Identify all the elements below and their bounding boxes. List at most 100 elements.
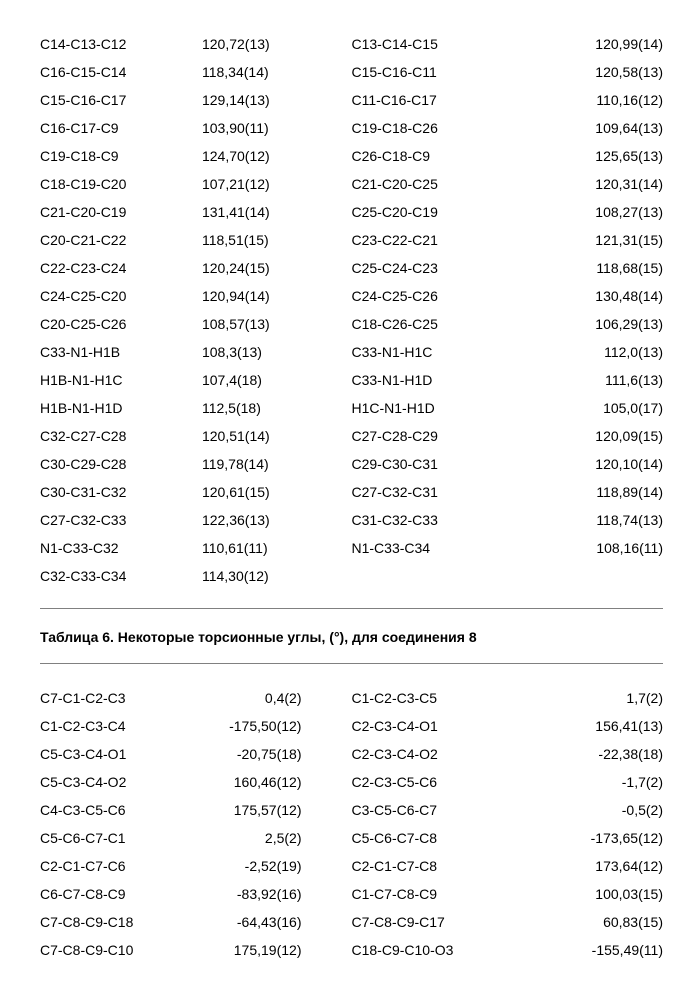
cell: C2-C3-C4-O1 xyxy=(351,712,513,740)
cell: 107,4(18) xyxy=(202,366,352,394)
cell: C6-C7-C8-C9 xyxy=(40,880,202,908)
table-row: C16-C17-C9103,90(11)C19-C18-C26109,64(13… xyxy=(40,114,663,142)
cell: -1,7(2) xyxy=(513,768,663,796)
cell: C11-C16-C17 xyxy=(351,86,513,114)
cell: 0,4(2) xyxy=(202,684,352,712)
cell: C31-C32-C33 xyxy=(351,506,513,534)
cell: C16-C15-C14 xyxy=(40,58,202,86)
table-row: C5-C6-C7-C12,5(2)C5-C6-C7-C8-173,65(12) xyxy=(40,824,663,852)
cell: 130,48(14) xyxy=(513,282,663,310)
table-row: C4-C3-C5-C6175,57(12)C3-C5-C6-C7-0,5(2) xyxy=(40,796,663,824)
cell: C30-C31-C32 xyxy=(40,478,202,506)
table-row: H1B-N1-H1D112,5(18)H1C-N1-H1D105,0(17) xyxy=(40,394,663,422)
cell: C5-C6-C7-C8 xyxy=(351,824,513,852)
cell xyxy=(351,562,513,590)
cell: 110,61(11) xyxy=(202,534,352,562)
cell: N1-C33-C32 xyxy=(40,534,202,562)
cell: 120,61(15) xyxy=(202,478,352,506)
cell: C26-C18-C9 xyxy=(351,142,513,170)
cell: 108,27(13) xyxy=(513,198,663,226)
cell: C2-C1-C7-C6 xyxy=(40,852,202,880)
separator xyxy=(40,663,663,664)
cell: 118,89(14) xyxy=(513,478,663,506)
cell: 120,99(14) xyxy=(513,30,663,58)
cell: 100,03(15) xyxy=(513,880,663,908)
cell: -20,75(18) xyxy=(202,740,352,768)
cell: C23-C22-C21 xyxy=(351,226,513,254)
table-row: C30-C29-C28119,78(14)C29-C30-C31120,10(1… xyxy=(40,450,663,478)
table-row: C24-C25-C20120,94(14)C24-C25-C26130,48(1… xyxy=(40,282,663,310)
cell: C21-C20-C19 xyxy=(40,198,202,226)
table-row: C7-C1-C2-C30,4(2)C1-C2-C3-C51,7(2) xyxy=(40,684,663,712)
table-row: C1-C2-C3-C4-175,50(12)C2-C3-C4-O1156,41(… xyxy=(40,712,663,740)
cell: 120,72(13) xyxy=(202,30,352,58)
cell: C2-C1-C7-C8 xyxy=(351,852,513,880)
cell: C21-C20-C25 xyxy=(351,170,513,198)
cell: 114,30(12) xyxy=(202,562,352,590)
table-row: C5-C3-C4-O1-20,75(18)C2-C3-C4-O2-22,38(1… xyxy=(40,740,663,768)
cell: H1C-N1-H1D xyxy=(351,394,513,422)
table-row: C15-C16-C17129,14(13)C11-C16-C17110,16(1… xyxy=(40,86,663,114)
cell: C19-C18-C26 xyxy=(351,114,513,142)
table-row: C20-C21-C22118,51(15)C23-C22-C21121,31(1… xyxy=(40,226,663,254)
table-row: C22-C23-C24120,24(15)C25-C24-C23118,68(1… xyxy=(40,254,663,282)
cell: 121,31(15) xyxy=(513,226,663,254)
cell: C7-C8-C9-C17 xyxy=(351,908,513,936)
cell: 118,51(15) xyxy=(202,226,352,254)
cell: 125,65(13) xyxy=(513,142,663,170)
cell: C20-C25-C26 xyxy=(40,310,202,338)
cell: C27-C32-C31 xyxy=(351,478,513,506)
torsion-angles-table: C7-C1-C2-C30,4(2)C1-C2-C3-C51,7(2)C1-C2-… xyxy=(40,684,663,964)
cell: 60,83(15) xyxy=(513,908,663,936)
table-row: C21-C20-C19131,41(14)C25-C20-C19108,27(1… xyxy=(40,198,663,226)
cell: 156,41(13) xyxy=(513,712,663,740)
cell: C24-C25-C26 xyxy=(351,282,513,310)
table-row: C32-C27-C28120,51(14)C27-C28-C29120,09(1… xyxy=(40,422,663,450)
cell: C25-C24-C23 xyxy=(351,254,513,282)
cell: C18-C9-C10-O3 xyxy=(351,936,513,964)
cell xyxy=(513,562,663,590)
cell: 120,10(14) xyxy=(513,450,663,478)
table-row: C20-C25-C26108,57(13)C18-C26-C25106,29(1… xyxy=(40,310,663,338)
cell: C5-C3-C4-O1 xyxy=(40,740,202,768)
cell: C7-C1-C2-C3 xyxy=(40,684,202,712)
cell: 173,64(12) xyxy=(513,852,663,880)
cell: C32-C27-C28 xyxy=(40,422,202,450)
cell: C1-C7-C8-C9 xyxy=(351,880,513,908)
cell: -175,50(12) xyxy=(202,712,352,740)
cell: C29-C30-C31 xyxy=(351,450,513,478)
cell: C7-C8-C9-C18 xyxy=(40,908,202,936)
cell: 129,14(13) xyxy=(202,86,352,114)
cell: 2,5(2) xyxy=(202,824,352,852)
table-row: C16-C15-C14118,34(14)C15-C16-C11120,58(1… xyxy=(40,58,663,86)
cell: C13-C14-C15 xyxy=(351,30,513,58)
cell: C15-C16-C17 xyxy=(40,86,202,114)
cell: C4-C3-C5-C6 xyxy=(40,796,202,824)
table2-caption: Таблица 6. Некоторые торсионные углы, (°… xyxy=(40,629,663,645)
table-row: C33-N1-H1B108,3(13)C33-N1-H1C112,0(13) xyxy=(40,338,663,366)
cell: H1B-N1-H1D xyxy=(40,394,202,422)
bond-angles-table: C14-C13-C12120,72(13)C13-C14-C15120,99(1… xyxy=(40,30,663,590)
cell: -64,43(16) xyxy=(202,908,352,936)
cell: C33-N1-H1B xyxy=(40,338,202,366)
cell: 120,51(14) xyxy=(202,422,352,450)
table-row: C6-C7-C8-C9-83,92(16)C1-C7-C8-C9100,03(1… xyxy=(40,880,663,908)
cell: C22-C23-C24 xyxy=(40,254,202,282)
cell: C32-C33-C34 xyxy=(40,562,202,590)
table-row: C30-C31-C32120,61(15)C27-C32-C31118,89(1… xyxy=(40,478,663,506)
cell: C2-C3-C4-O2 xyxy=(351,740,513,768)
cell: -155,49(11) xyxy=(513,936,663,964)
cell: 118,68(15) xyxy=(513,254,663,282)
cell: C16-C17-C9 xyxy=(40,114,202,142)
cell: 108,57(13) xyxy=(202,310,352,338)
cell: C15-C16-C11 xyxy=(351,58,513,86)
cell: 107,21(12) xyxy=(202,170,352,198)
cell: C3-C5-C6-C7 xyxy=(351,796,513,824)
cell: -22,38(18) xyxy=(513,740,663,768)
cell: C27-C28-C29 xyxy=(351,422,513,450)
cell: 108,16(11) xyxy=(513,534,663,562)
cell: 175,19(12) xyxy=(202,936,352,964)
cell: 122,36(13) xyxy=(202,506,352,534)
table-row: C5-C3-C4-O2160,46(12)C2-C3-C5-C6-1,7(2) xyxy=(40,768,663,796)
cell: 112,5(18) xyxy=(202,394,352,422)
